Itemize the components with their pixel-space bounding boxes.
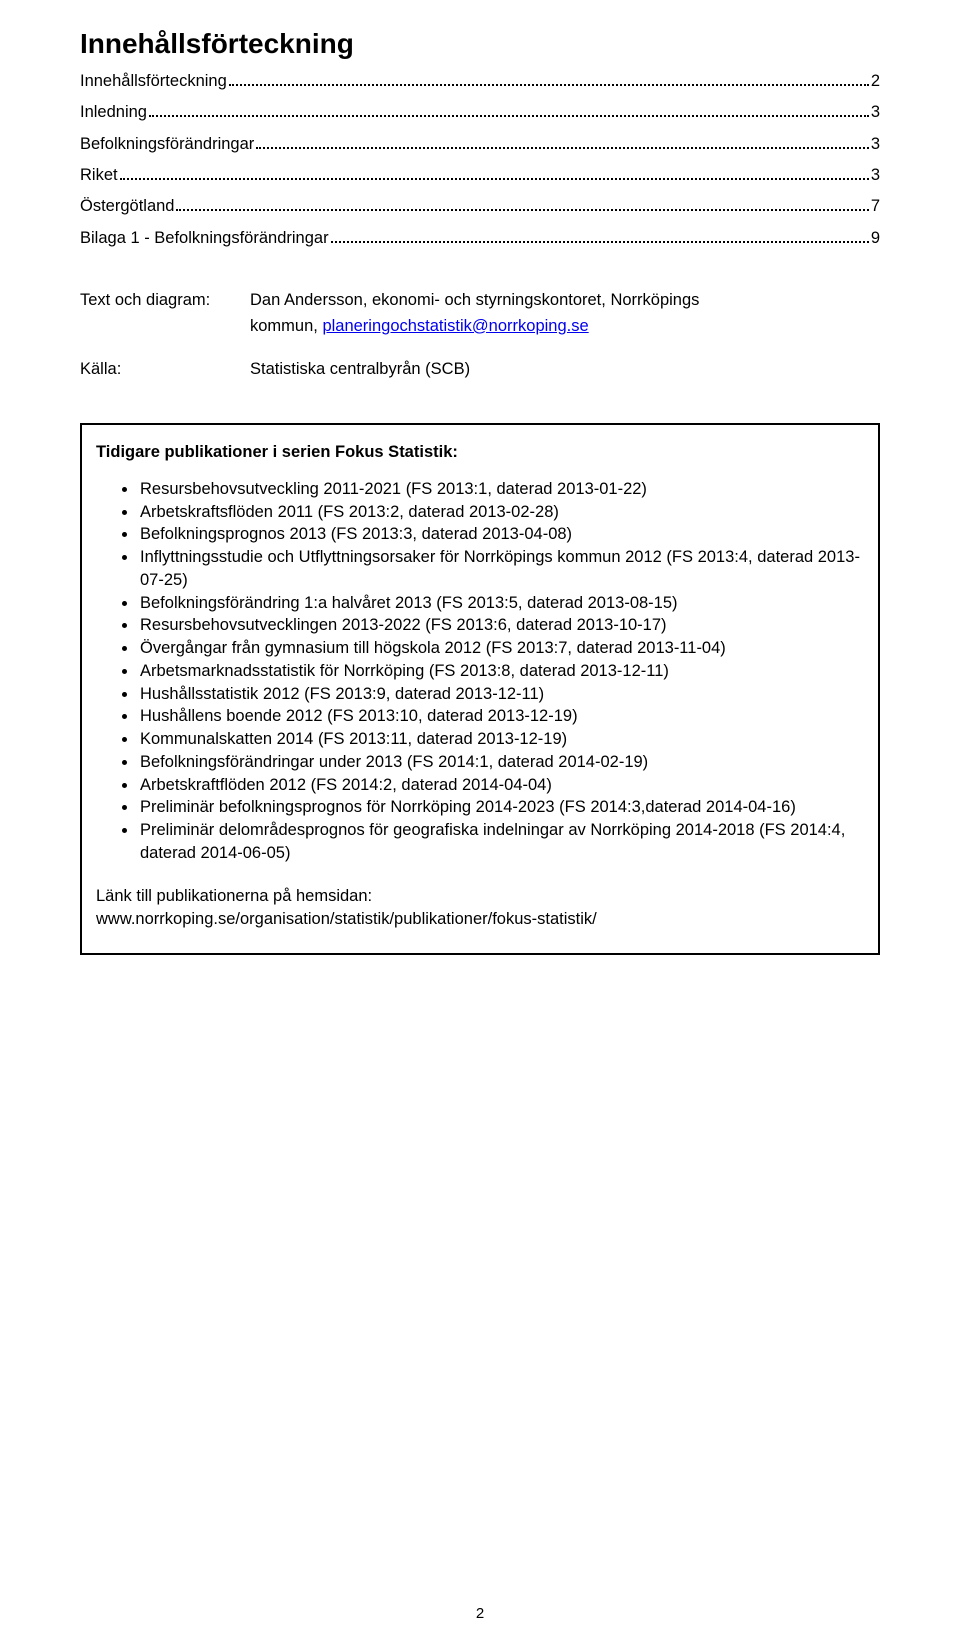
box-footer: Länk till publikationerna på hemsidan: w… [96,885,864,931]
toc-dots [331,241,869,243]
list-item: Resursbehovsutvecklingen 2013-2022 (FS 2… [138,614,864,637]
credits-value: Statistiska centralbyrån (SCB) [250,357,880,383]
publications-box: Tidigare publikationer i serien Fokus St… [80,423,880,955]
page-number: 2 [0,1605,960,1622]
publications-list: Resursbehovsutveckling 2011-2021 (FS 201… [96,478,864,865]
toc-dots [149,115,869,117]
list-item: Inflyttningsstudie och Utflyttningsorsak… [138,546,864,592]
toc-page: 3 [871,160,880,191]
credits-block: Text och diagram: Dan Andersson, ekonomi… [80,288,880,383]
toc-label: Inledning [80,97,147,128]
list-item: Övergångar från gymnasium till högskola … [138,637,864,660]
list-item: Befolkningsförändring 1:a halvåret 2013 … [138,592,864,615]
list-item: Hushållens boende 2012 (FS 2013:10, date… [138,705,864,728]
toc-row: Inledning 3 [80,97,880,128]
box-heading: Tidigare publikationer i serien Fokus St… [96,443,864,462]
toc-page: 3 [871,97,880,128]
table-of-contents: Innehållsförteckning 2 Inledning 3 Befol… [80,66,880,254]
credits-label: Källa: [80,357,250,383]
credits-value: Dan Andersson, ekonomi- och styrningskon… [250,288,880,339]
page-title: Innehållsförteckning [80,28,880,60]
list-item: Arbetskraftflöden 2012 (FS 2014:2, dater… [138,774,864,797]
credits-text-line2: kommun, [250,317,322,335]
credits-row-diagram: Text och diagram: Dan Andersson, ekonomi… [80,288,880,339]
toc-row: Innehållsförteckning 2 [80,66,880,97]
toc-page: 7 [871,191,880,222]
toc-page: 2 [871,66,880,97]
toc-dots [120,178,869,180]
list-item: Preliminär delområdesprognos för geograf… [138,819,864,865]
list-item: Arbetsmarknadsstatistik för Norrköping (… [138,660,864,683]
list-item: Arbetskraftsflöden 2011 (FS 2013:2, date… [138,501,864,524]
toc-row: Befolkningsförändringar 3 [80,129,880,160]
toc-row: Bilaga 1 - Befolkningsförändringar 9 [80,223,880,254]
toc-dots [229,84,869,86]
document-page: Innehållsförteckning Innehållsförtecknin… [0,0,960,1644]
list-item: Befolkningsförändringar under 2013 (FS 2… [138,751,864,774]
footer-line1: Länk till publikationerna på hemsidan: [96,887,372,905]
toc-label: Bilaga 1 - Befolkningsförändringar [80,223,329,254]
list-item: Hushållsstatistik 2012 (FS 2013:9, dater… [138,683,864,706]
list-item: Resursbehovsutveckling 2011-2021 (FS 201… [138,478,864,501]
toc-page: 9 [871,223,880,254]
toc-label: Östergötland [80,191,174,222]
toc-page: 3 [871,129,880,160]
list-item: Kommunalskatten 2014 (FS 2013:11, datera… [138,728,864,751]
toc-dots [176,209,868,211]
list-item: Preliminär befolkningsprognos för Norrkö… [138,796,864,819]
credits-row-source: Källa: Statistiska centralbyrån (SCB) [80,357,880,383]
toc-row: Riket 3 [80,160,880,191]
credits-text-line1: Dan Andersson, ekonomi- och styrningskon… [250,291,699,309]
toc-label: Befolkningsförändringar [80,129,254,160]
toc-dots [256,147,869,149]
credits-email-link[interactable]: planeringochstatistik@norrkoping.se [322,317,588,335]
toc-label: Riket [80,160,118,191]
toc-row: Östergötland 7 [80,191,880,222]
credits-label: Text och diagram: [80,288,250,339]
toc-label: Innehållsförteckning [80,66,227,97]
list-item: Befolkningsprognos 2013 (FS 2013:3, date… [138,523,864,546]
footer-line2: www.norrkoping.se/organisation/statistik… [96,910,597,928]
